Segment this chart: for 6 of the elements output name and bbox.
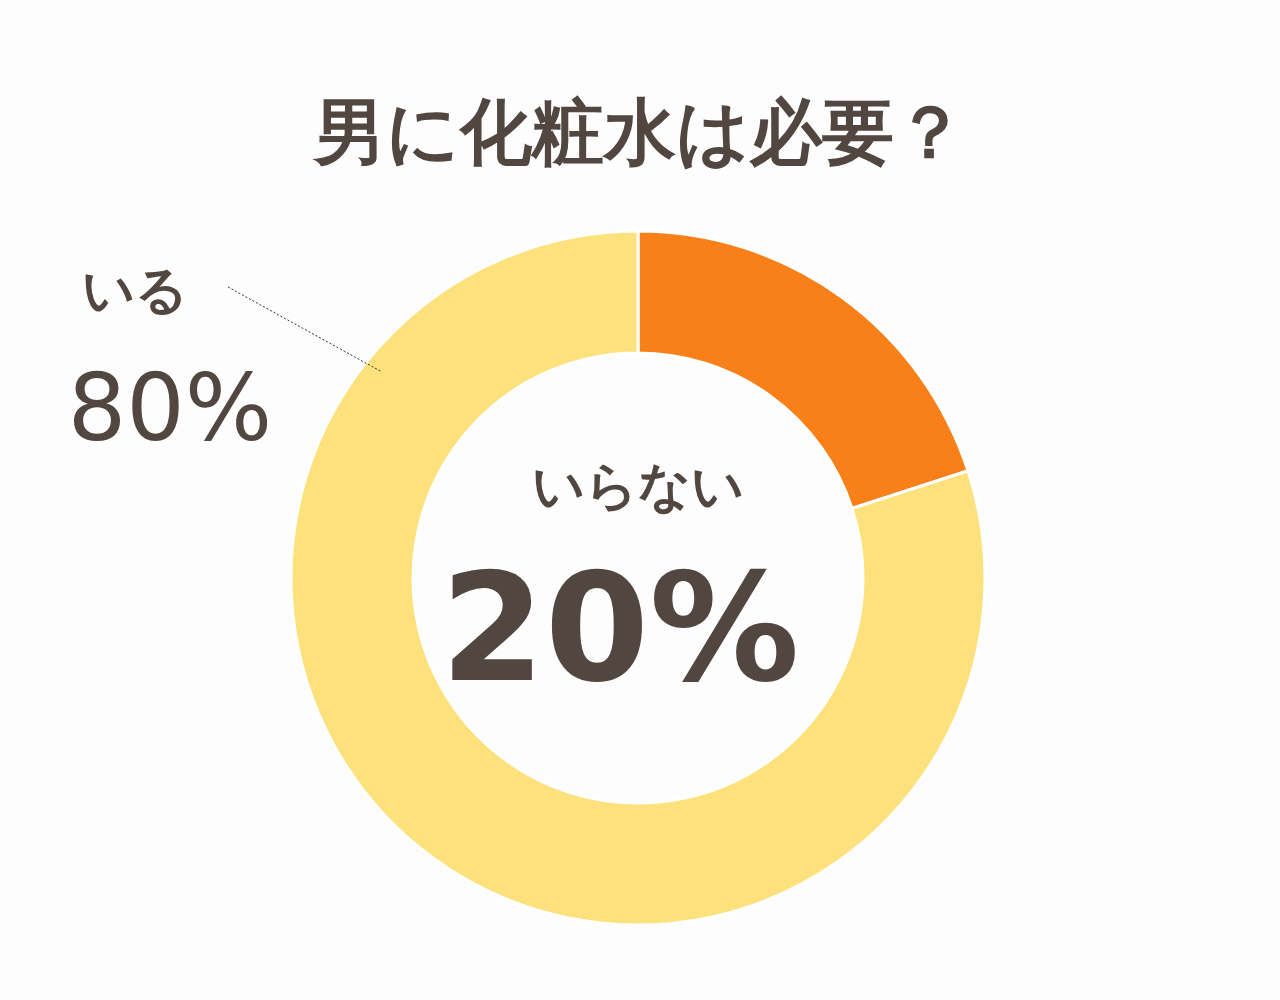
donut-slice xyxy=(289,229,986,927)
data-label: 20% xyxy=(440,541,800,715)
chart-title: 男に化粧水は必要？ xyxy=(312,90,966,174)
data-label: 80% xyxy=(67,355,273,462)
slice-label: いる xyxy=(82,260,188,320)
slice-label: いらない xyxy=(532,456,744,516)
